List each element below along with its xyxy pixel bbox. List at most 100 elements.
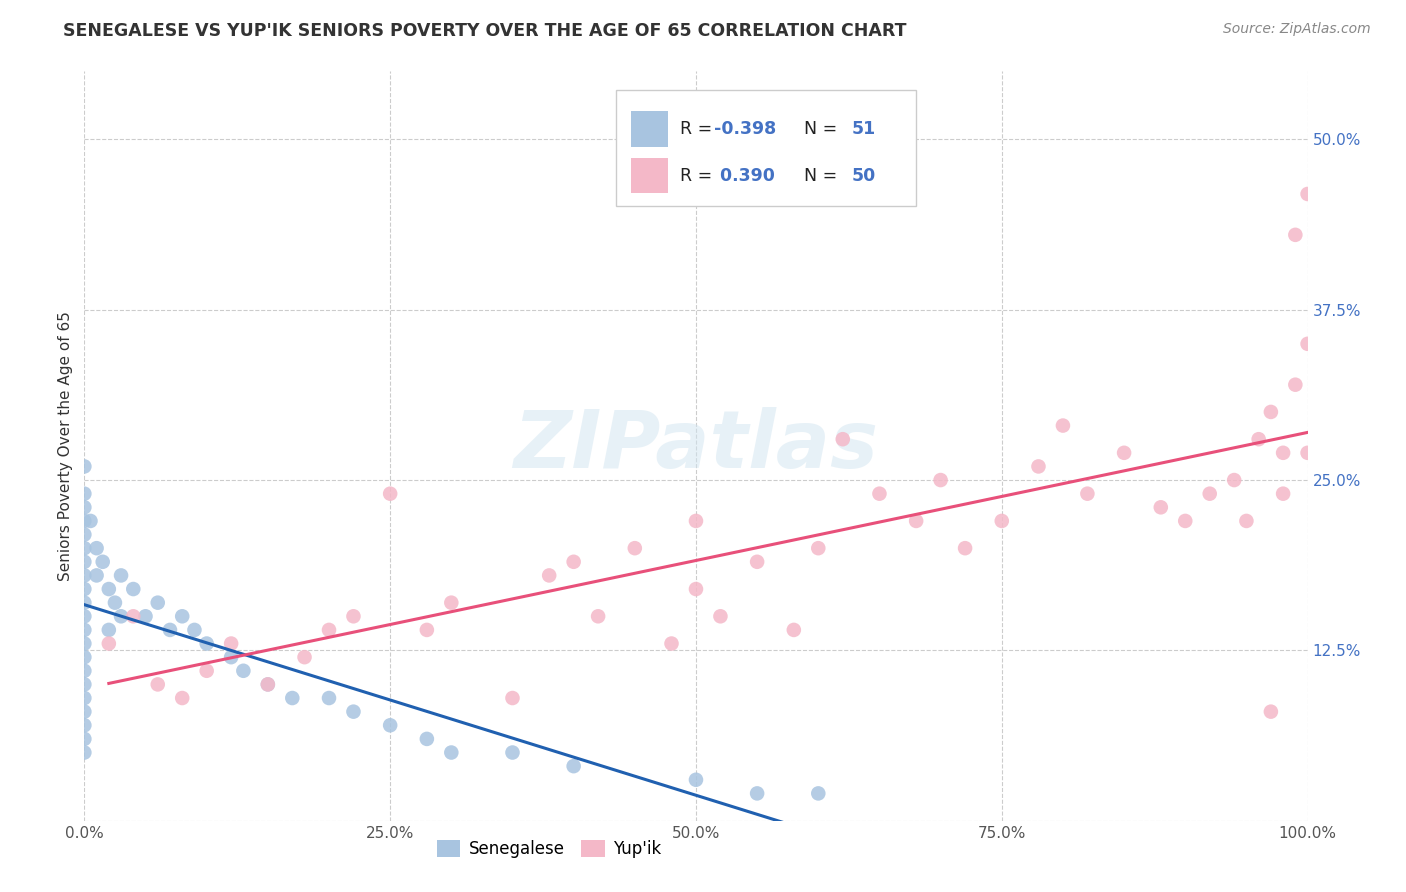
Point [440,596,463,610]
FancyBboxPatch shape [631,112,668,147]
Point [1052,418,1074,433]
Point [318,691,340,706]
Point [1174,514,1197,528]
Point [1076,486,1098,500]
Point [195,636,218,650]
Point [146,677,169,691]
Point [159,623,181,637]
Point [783,623,806,637]
Point [73,664,96,678]
Point [624,541,647,556]
Point [73,705,96,719]
Point [97,636,120,650]
Point [73,568,96,582]
Point [172,691,194,706]
Point [440,746,463,760]
Point [294,650,316,665]
Point [1236,514,1258,528]
Point [73,514,96,528]
Point [1272,486,1295,500]
Point [929,473,952,487]
Point [685,514,707,528]
Point [146,596,169,610]
Point [73,636,96,650]
Point [416,623,439,637]
Point [807,786,830,800]
Point [685,582,707,596]
Point [1296,186,1319,201]
Point [905,514,928,528]
Point [91,555,114,569]
Text: 50: 50 [851,167,876,185]
Point [281,691,304,706]
Point [1223,473,1246,487]
Text: N =: N = [793,167,842,185]
Point [73,555,96,569]
FancyBboxPatch shape [631,158,668,194]
Point [1150,500,1173,515]
Point [122,609,145,624]
Point [1114,446,1136,460]
Point [953,541,976,556]
Point [86,568,108,582]
Point [73,718,96,732]
Point [807,541,830,556]
Point [257,677,280,691]
Point [831,432,853,446]
Point [685,772,707,787]
Point [502,746,524,760]
Point [110,568,132,582]
Point [661,636,683,650]
Point [538,568,561,582]
Point [97,582,120,596]
Point [562,759,585,773]
Point [257,677,280,691]
Point [586,609,609,624]
Point [97,623,120,637]
Point [73,486,96,500]
Point [73,623,96,637]
Point [1296,446,1319,460]
Point [342,705,364,719]
Point [73,582,96,596]
Point [562,555,585,569]
Point [709,609,731,624]
Point [73,596,96,610]
Point [380,486,402,500]
Point [73,609,96,624]
Point [104,596,127,610]
Y-axis label: Seniors Poverty Over the Age of 65: Seniors Poverty Over the Age of 65 [58,311,73,581]
Point [73,541,96,556]
Point [1284,227,1306,242]
Point [1198,486,1220,500]
FancyBboxPatch shape [616,90,917,206]
Point [502,691,524,706]
Point [122,582,145,596]
Point [342,609,364,624]
Point [869,486,891,500]
Point [416,731,439,746]
Point [73,459,96,474]
Point [73,691,96,706]
Point [1296,336,1319,351]
Point [73,527,96,541]
Point [1260,405,1282,419]
Text: N =: N = [793,120,842,138]
Text: -0.398: -0.398 [714,120,776,138]
Text: 51: 51 [851,120,876,138]
Point [1284,377,1306,392]
Point [219,636,242,650]
Point [1247,432,1270,446]
Point [135,609,157,624]
Point [747,786,769,800]
Point [1028,459,1050,474]
Point [73,731,96,746]
Text: R =: R = [681,120,718,138]
Point [195,664,218,678]
Point [73,677,96,691]
Point [747,555,769,569]
Point [79,514,101,528]
Point [73,746,96,760]
Point [380,718,402,732]
Legend: Senegalese, Yup'ik: Senegalese, Yup'ik [430,833,668,864]
